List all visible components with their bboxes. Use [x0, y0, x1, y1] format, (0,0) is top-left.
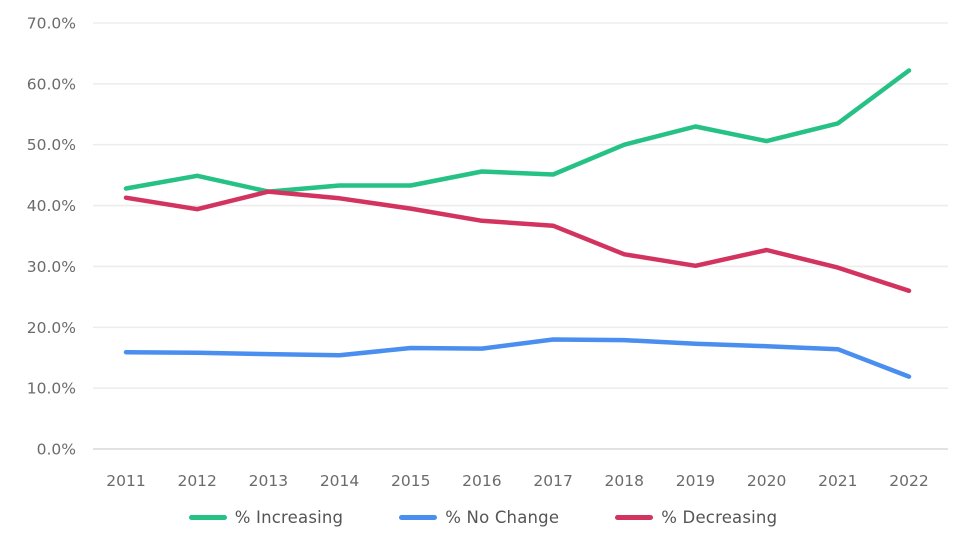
legend-swatch-icon	[615, 515, 654, 520]
legend-item-no-change: % No Change	[399, 508, 559, 527]
legend-item-decreasing: % Decreasing	[615, 508, 777, 527]
chart-legend: % Increasing % No Change % Decreasing	[0, 508, 966, 527]
y-tick-label: 60.0%	[27, 75, 76, 93]
x-tick-label: 2021	[818, 472, 857, 490]
series-line-no-change	[123, 337, 912, 379]
line-chart: 0.0% 10.0% 20.0% 30.0% 40.0% 50.0% 60.0% 70.0% 2…	[27, 15, 948, 490]
legend-label: % Increasing	[234, 508, 344, 527]
x-tick-label: 2022	[889, 472, 928, 490]
x-tick-label: 2019	[676, 472, 715, 490]
x-tick-label: 2014	[320, 472, 359, 490]
series-line-increasing	[123, 68, 912, 194]
legend-item-increasing: % Increasing	[188, 508, 344, 527]
legend-label: % No Change	[445, 508, 560, 527]
y-tick-label: 40.0%	[27, 197, 76, 215]
y-tick-label: 0.0%	[37, 441, 76, 459]
x-tick-label: 2012	[177, 472, 216, 490]
x-tick-label: 2016	[462, 472, 501, 490]
legend-label: % Decreasing	[661, 508, 778, 527]
x-tick-label: 2017	[533, 472, 572, 490]
x-tick-label: 2018	[605, 472, 644, 490]
x-tick-label: 2015	[391, 472, 430, 490]
series-line-decreasing	[123, 189, 912, 294]
legend-swatch-icon	[399, 515, 438, 520]
y-tick-label: 10.0%	[27, 380, 76, 398]
x-tick-label: 2013	[249, 472, 288, 490]
y-tick-label: 30.0%	[27, 258, 76, 276]
y-tick-label: 50.0%	[27, 136, 76, 154]
chart-container: 0.0% 10.0% 20.0% 30.0% 40.0% 50.0% 60.0% 70.0% 2…	[27, 15, 948, 490]
y-tick-label: 20.0%	[27, 319, 76, 337]
y-tick-label: 70.0%	[27, 15, 76, 33]
legend-swatch-icon	[188, 515, 227, 520]
x-tick-label: 2011	[106, 472, 145, 490]
x-tick-label: 2020	[747, 472, 786, 490]
